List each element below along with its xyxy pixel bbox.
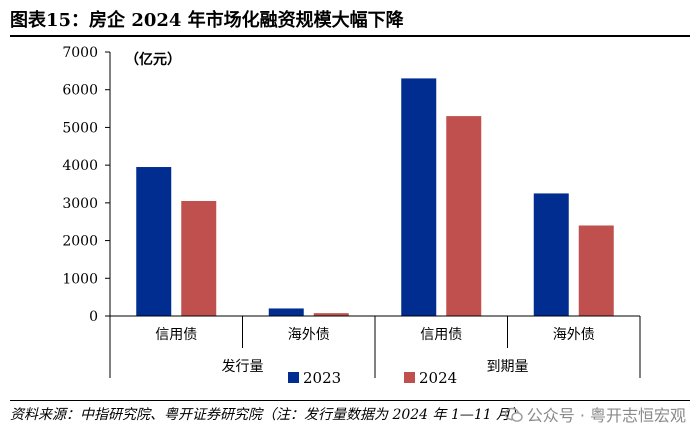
y-tick-label: 6000: [62, 83, 98, 99]
x-category-label: 信用债: [420, 327, 462, 343]
source-note: 资料来源：中指研究院、粤开证券研究院（注：发行量数据为 2024 年 1—11 …: [10, 407, 525, 423]
bar-2024-1: [181, 200, 217, 316]
y-tick-label: 5000: [62, 120, 98, 136]
legend-label-2023: 2023: [303, 369, 341, 387]
x-category-label: 信用债: [155, 327, 197, 343]
title-rule: [10, 35, 690, 37]
bar-2023-4: [533, 193, 569, 316]
legend-swatch-2023: [288, 372, 299, 383]
x-group-label: 发行量: [222, 359, 264, 375]
bar-2023-3: [401, 78, 437, 317]
x-group-label: 到期量: [487, 359, 529, 375]
source-rule: [10, 400, 690, 401]
bar-2023-1: [136, 167, 172, 316]
figure-title: 图表15：房企 2024 年市场化融资规模大幅下降: [10, 10, 404, 31]
legend-label-2024: 2024: [419, 369, 457, 387]
y-tick-label: 1000: [62, 271, 98, 287]
y-tick-label: 0: [89, 309, 98, 325]
y-tick-label: 3000: [62, 196, 98, 212]
y-tick-label: 7000: [62, 45, 98, 61]
watermark: 公众号 · 粤开志恒宏观: [504, 402, 686, 426]
bar-chart: （亿元） 0 1000 2000 3000 4000 5000 6000 7000 信用债 海外债 信…: [62, 45, 641, 387]
bar-2024-3: [446, 116, 482, 316]
y-tick-label: 2000: [62, 234, 98, 250]
watermark-text: 公众号 · 粤开志恒宏观: [526, 406, 686, 425]
legend-swatch-2024: [404, 372, 415, 383]
bar-2023-2: [268, 308, 304, 316]
y-unit-label: （亿元）: [125, 51, 181, 68]
x-category-label: 海外债: [288, 327, 330, 343]
bar-2024-2: [313, 313, 349, 316]
y-tick-label: 4000: [62, 158, 98, 174]
bar-2024-4: [578, 225, 614, 316]
wechat-icon: [504, 407, 523, 422]
x-category-label: 海外债: [553, 327, 595, 343]
